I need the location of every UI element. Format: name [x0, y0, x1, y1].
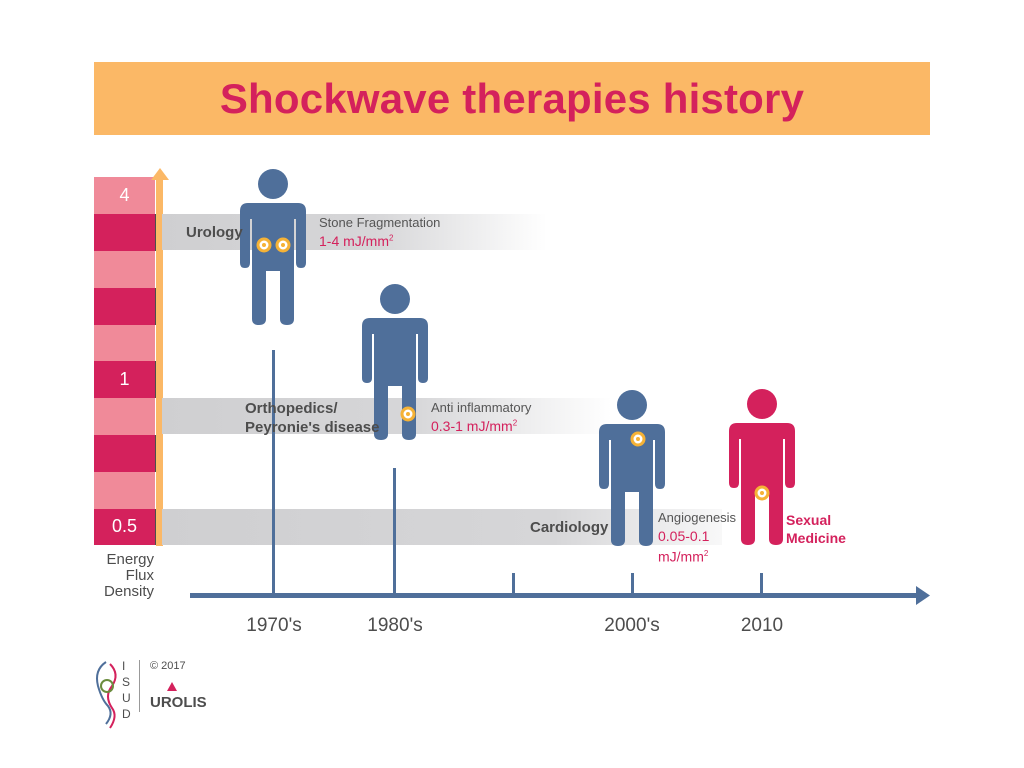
- scale-cell: [94, 435, 155, 472]
- scale-cell: [94, 472, 155, 509]
- scale-cell: [94, 398, 155, 435]
- scale-arrow: [151, 168, 169, 546]
- scale-tick-label: 1: [119, 369, 130, 389]
- figure-2000s: [599, 390, 665, 546]
- cardiology-value: 0.05-0.1 mJ/mm2: [658, 528, 710, 565]
- svg-text:D: D: [122, 707, 131, 721]
- orthopedics-note: Anti inflammatory: [431, 400, 532, 415]
- figure-1970s: [240, 169, 306, 325]
- scale-cell: [94, 325, 155, 361]
- svg-text:UROLIS: UROLIS: [150, 694, 207, 710]
- tick-2010: [760, 573, 763, 594]
- tick-1980s: [393, 468, 396, 594]
- orthopedics-label: Orthopedics/ Peyronie's disease: [245, 400, 380, 436]
- urolis-logo-icon: UROLIS: [150, 682, 207, 710]
- energy-flux-density-label: Energy Flux Density: [103, 551, 154, 600]
- urology-note: Stone Fragmentation: [319, 215, 441, 230]
- page-title: Shockwave therapies history: [219, 74, 805, 122]
- timeline-axis: [190, 350, 930, 605]
- scale-tick-label: 4: [119, 185, 130, 205]
- svg-text:I: I: [122, 659, 125, 673]
- timeline-line: [190, 593, 918, 598]
- tick-1990s: [512, 573, 515, 594]
- year-label-1980s: 1980's: [367, 615, 423, 636]
- urology-band: [162, 214, 547, 250]
- scale-cell: [94, 214, 155, 251]
- footer-divider: [139, 660, 140, 712]
- isud-logo-icon: I S U D: [96, 659, 131, 729]
- urology-label: Urology: [186, 224, 243, 241]
- svg-text:S: S: [122, 675, 130, 689]
- year-label-1970s: 1970's: [246, 615, 302, 636]
- scale-cell: [94, 288, 155, 325]
- cardiology-note: Angiogenesis: [658, 510, 737, 525]
- copyright-text: © 2017: [150, 660, 186, 672]
- urology-value: 1-4 mJ/mm2: [319, 233, 394, 249]
- svg-text:U: U: [122, 691, 131, 705]
- year-label-2000s: 2000's: [604, 615, 660, 636]
- sexual-medicine-label: Sexual Medicine: [786, 512, 846, 546]
- scale-tick-label: 0.5: [111, 516, 138, 536]
- orthopedics-value: 0.3-1 mJ/mm2: [431, 418, 518, 434]
- year-label-2010: 2010: [740, 615, 784, 636]
- title-banner: Shockwave therapies history: [94, 62, 930, 135]
- timeline-arrowhead: [916, 586, 930, 605]
- tick-2000s: [631, 573, 634, 594]
- scale-cell: [94, 361, 155, 398]
- scale-cell: [94, 177, 155, 214]
- cardiology-band: [162, 509, 722, 545]
- scale-cell: [94, 251, 155, 288]
- tick-1970s: [272, 350, 275, 594]
- scale-cell: [94, 509, 155, 545]
- cardiology-label: Cardiology: [530, 519, 609, 536]
